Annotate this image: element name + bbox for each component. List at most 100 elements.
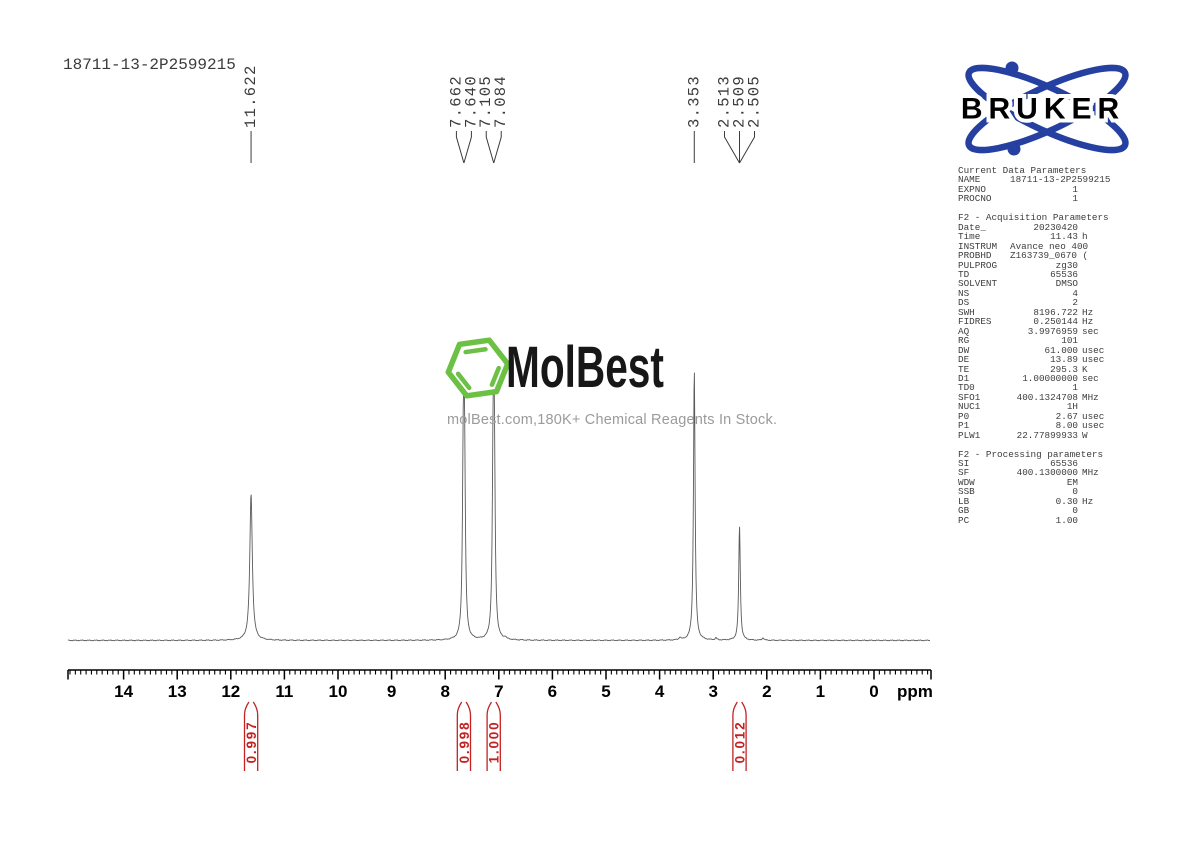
param-unit [1088, 251, 1118, 260]
param-unit: Hz [1082, 306, 1094, 318]
param-value: 1 [1072, 193, 1078, 205]
param-row: PROCNO 1 [958, 193, 1108, 205]
param-row: LB 0.30 Hz [958, 495, 1108, 507]
integral-bracket [486, 701, 501, 771]
axis-tick-label: 5 [601, 682, 610, 701]
param-label: SF [958, 467, 970, 479]
sample-id: 18711-13-2P2599215 [63, 56, 236, 74]
param-value: 8196.722 [1033, 306, 1078, 318]
param-label: INSTRUM [958, 240, 998, 252]
peak-label: 7.640 [462, 75, 480, 128]
param-value: 1.00 [1055, 514, 1078, 526]
param-label: SWH [958, 306, 975, 318]
param-section-header: F2 - Acquisition Parameters [958, 212, 1109, 224]
param-label: EXPNO [958, 183, 986, 195]
param-section: F2 - Acquisition Parameters Date_ 20230420… [958, 212, 1109, 441]
param-label: SFO1 [958, 391, 981, 403]
param-row: PLW1 22.77899933 W [958, 429, 1108, 441]
param-value: 20230420 [1033, 221, 1078, 233]
axis-tick-label: 13 [168, 682, 187, 701]
peak-label: 7.084 [492, 75, 510, 128]
parameters-panel: Current Data Parameters NAME 18711-13-2P25… [958, 166, 1110, 526]
param-row: P1 8.00 usec [958, 420, 1108, 432]
param-row: DE 13.89 usec [958, 354, 1108, 366]
param-row: Date_ 20230420 [958, 221, 1108, 233]
axis-tick-label: 12 [221, 682, 240, 701]
param-unit [1078, 478, 1108, 487]
param-value: 4 [1072, 287, 1078, 299]
param-row: AQ 3.9976959 sec [958, 325, 1108, 337]
integral-value: 0.998 [457, 721, 472, 764]
peak-connector-line [739, 131, 756, 164]
param-label: SSB [958, 486, 975, 498]
param-unit: Hz [1082, 495, 1094, 507]
param-value: 22.77899933 [1016, 429, 1078, 441]
param-value: 1H [1066, 401, 1078, 413]
param-value: Z163739_0670 ( [1010, 250, 1089, 262]
param-label: GB [958, 505, 970, 517]
axis-tick-label: 6 [548, 682, 557, 701]
param-unit: K [1082, 363, 1088, 375]
param-row: DS 2 [958, 297, 1108, 309]
param-value: 3.9976959 [1027, 325, 1078, 337]
param-unit: W [1082, 429, 1088, 441]
bruker-logo-text: BRUKER [961, 93, 1125, 126]
param-row: TD0 1 [958, 383, 1108, 393]
param-label: NAME [958, 174, 981, 186]
param-row: PROBHD Z163739_0670 ( [958, 250, 1108, 262]
axis-tick-label: 0 [869, 682, 878, 701]
param-label: Date_ [958, 221, 986, 233]
param-label: P0 [958, 410, 970, 422]
integral-value: 0.997 [244, 721, 259, 764]
axis-tick-label: 1 [816, 682, 825, 701]
axis-tick-label: 7 [494, 682, 503, 701]
axis-unit-label: ppm [897, 682, 933, 701]
param-label: DE [958, 354, 970, 366]
param-unit [1078, 289, 1108, 298]
param-value: 400.1300000 [1016, 467, 1078, 479]
param-value: 1.00000000 [1022, 372, 1078, 384]
integral-bracket [243, 701, 259, 771]
param-unit: usec [1082, 344, 1105, 356]
param-label: P1 [958, 420, 970, 432]
param-label: NUC1 [958, 401, 981, 413]
param-unit: usec [1082, 354, 1105, 366]
param-label: PLW1 [958, 429, 981, 441]
param-value: 295.3 [1050, 363, 1078, 375]
bruker-logo: BRUKER [957, 61, 1129, 156]
param-label: PC [958, 514, 970, 526]
param-label: LB [958, 495, 970, 507]
param-unit [1078, 516, 1108, 525]
param-label: D1 [958, 372, 970, 384]
param-section: F2 - Processing parameters SI 65536 SF 400.1… [958, 448, 1108, 526]
param-section-header: F2 - Processing parameters [958, 448, 1104, 460]
param-row: P0 2.67 usec [958, 410, 1108, 422]
param-unit [1078, 506, 1108, 515]
param-row: SF 400.1300000 MHz [958, 467, 1108, 479]
param-value: 101 [1061, 335, 1078, 347]
param-unit: sec [1082, 372, 1099, 384]
integral-bracket [456, 701, 472, 771]
param-label: AQ [958, 325, 970, 337]
param-label: PULPROG [958, 259, 998, 271]
param-row: GB 0 [958, 505, 1108, 517]
spectrum-trace [67, 372, 930, 642]
param-label: PROBHD [958, 250, 992, 262]
bruker-orbit-icon [965, 61, 1129, 156]
param-unit: usec [1082, 410, 1105, 422]
param-row: PULPROG zg30 [958, 259, 1108, 271]
param-label: TD [958, 268, 970, 280]
param-label: WDW [958, 476, 975, 488]
axis-tick-label: 4 [655, 682, 665, 701]
param-unit [1078, 261, 1108, 270]
param-value: 2 [1072, 297, 1078, 309]
integral-value: 1.000 [487, 721, 502, 764]
param-unit: h [1082, 231, 1088, 243]
param-value: 0 [1072, 505, 1078, 517]
peak-label: 2.505 [746, 75, 764, 128]
param-row: TD 65536 [958, 268, 1108, 280]
param-value: zg30 [1055, 259, 1078, 271]
param-row: NUC1 1H [958, 401, 1108, 413]
param-row: SSB 0 [958, 486, 1108, 498]
